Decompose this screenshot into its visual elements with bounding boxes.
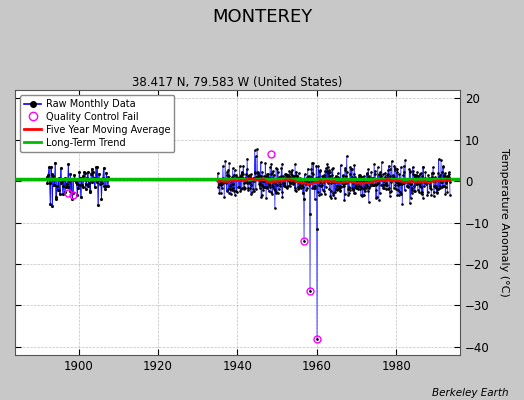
Title: 38.417 N, 79.583 W (United States): 38.417 N, 79.583 W (United States) — [132, 76, 343, 89]
Y-axis label: Temperature Anomaly (°C): Temperature Anomaly (°C) — [499, 148, 509, 297]
Text: MONTEREY: MONTEREY — [212, 8, 312, 26]
Text: Berkeley Earth: Berkeley Earth — [432, 388, 508, 398]
Legend: Raw Monthly Data, Quality Control Fail, Five Year Moving Average, Long-Term Tren: Raw Monthly Data, Quality Control Fail, … — [20, 95, 174, 152]
